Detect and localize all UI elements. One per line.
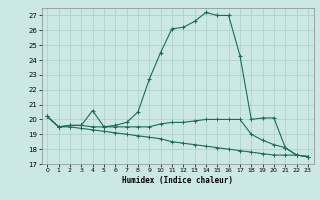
X-axis label: Humidex (Indice chaleur): Humidex (Indice chaleur) [122, 176, 233, 185]
